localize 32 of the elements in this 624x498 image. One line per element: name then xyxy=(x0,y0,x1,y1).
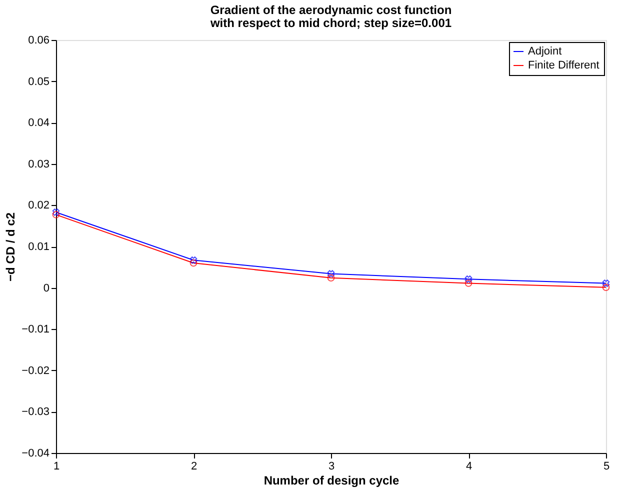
y-tick-label: 0.06 xyxy=(28,34,50,46)
y-tick-label: 0.05 xyxy=(28,76,50,88)
x-axis-title: Number of design cycle xyxy=(264,474,400,488)
point xyxy=(464,280,472,287)
y-tick-label: 0.04 xyxy=(28,117,50,130)
legend-label: Adjoint xyxy=(528,46,562,58)
chart-title: Gradient of the aerodynamic cost function xyxy=(210,3,452,17)
x-tick-label: 2 xyxy=(190,460,198,472)
y-tick-label: 0.02 xyxy=(28,200,50,212)
y-tick-label: −0.02 xyxy=(22,364,50,377)
x-tick-label: 3 xyxy=(328,460,335,472)
point xyxy=(602,284,610,292)
point xyxy=(327,274,335,282)
y-axis-title: −d CD / d c2 xyxy=(4,212,18,282)
point xyxy=(327,270,335,278)
x-tick-label: 1 xyxy=(53,460,60,472)
point xyxy=(464,275,472,283)
point xyxy=(190,259,198,267)
point xyxy=(190,256,198,264)
y-tick-label: 0.01 xyxy=(28,241,50,253)
chart-subtitle: with respect to mid chord; step size=0.001 xyxy=(209,16,452,30)
point xyxy=(602,280,610,287)
point xyxy=(52,211,60,218)
y-tick-label: −0.04 xyxy=(22,448,50,460)
y-tick-label: −0.01 xyxy=(22,324,50,336)
y-tick-label: 0 xyxy=(43,282,50,294)
point xyxy=(52,208,60,216)
legend-label: Finite Different xyxy=(528,60,600,72)
x-tick-label: 5 xyxy=(603,460,610,472)
y-tick-label: 0.03 xyxy=(28,158,50,170)
x-tick-label: 4 xyxy=(466,460,472,472)
y-tick-label: −0.03 xyxy=(22,406,50,418)
